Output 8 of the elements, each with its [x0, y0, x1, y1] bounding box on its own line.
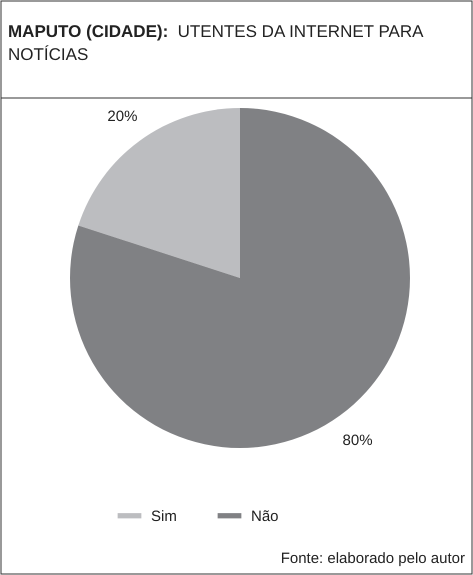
legend-label: Não: [251, 508, 279, 525]
chart-title: MAPUTO (CIDADE): UTENTES DA INTERNET PARA NOTÍCIAS: [8, 22, 424, 64]
data-label: 80%: [342, 432, 373, 449]
pie-slice: [78, 108, 240, 278]
pie-slice: [70, 108, 410, 448]
data-label: 20%: [107, 108, 138, 126]
legend-label: Sim: [151, 508, 177, 525]
source-note: Fonte: elaborado pelo autor: [280, 550, 465, 567]
